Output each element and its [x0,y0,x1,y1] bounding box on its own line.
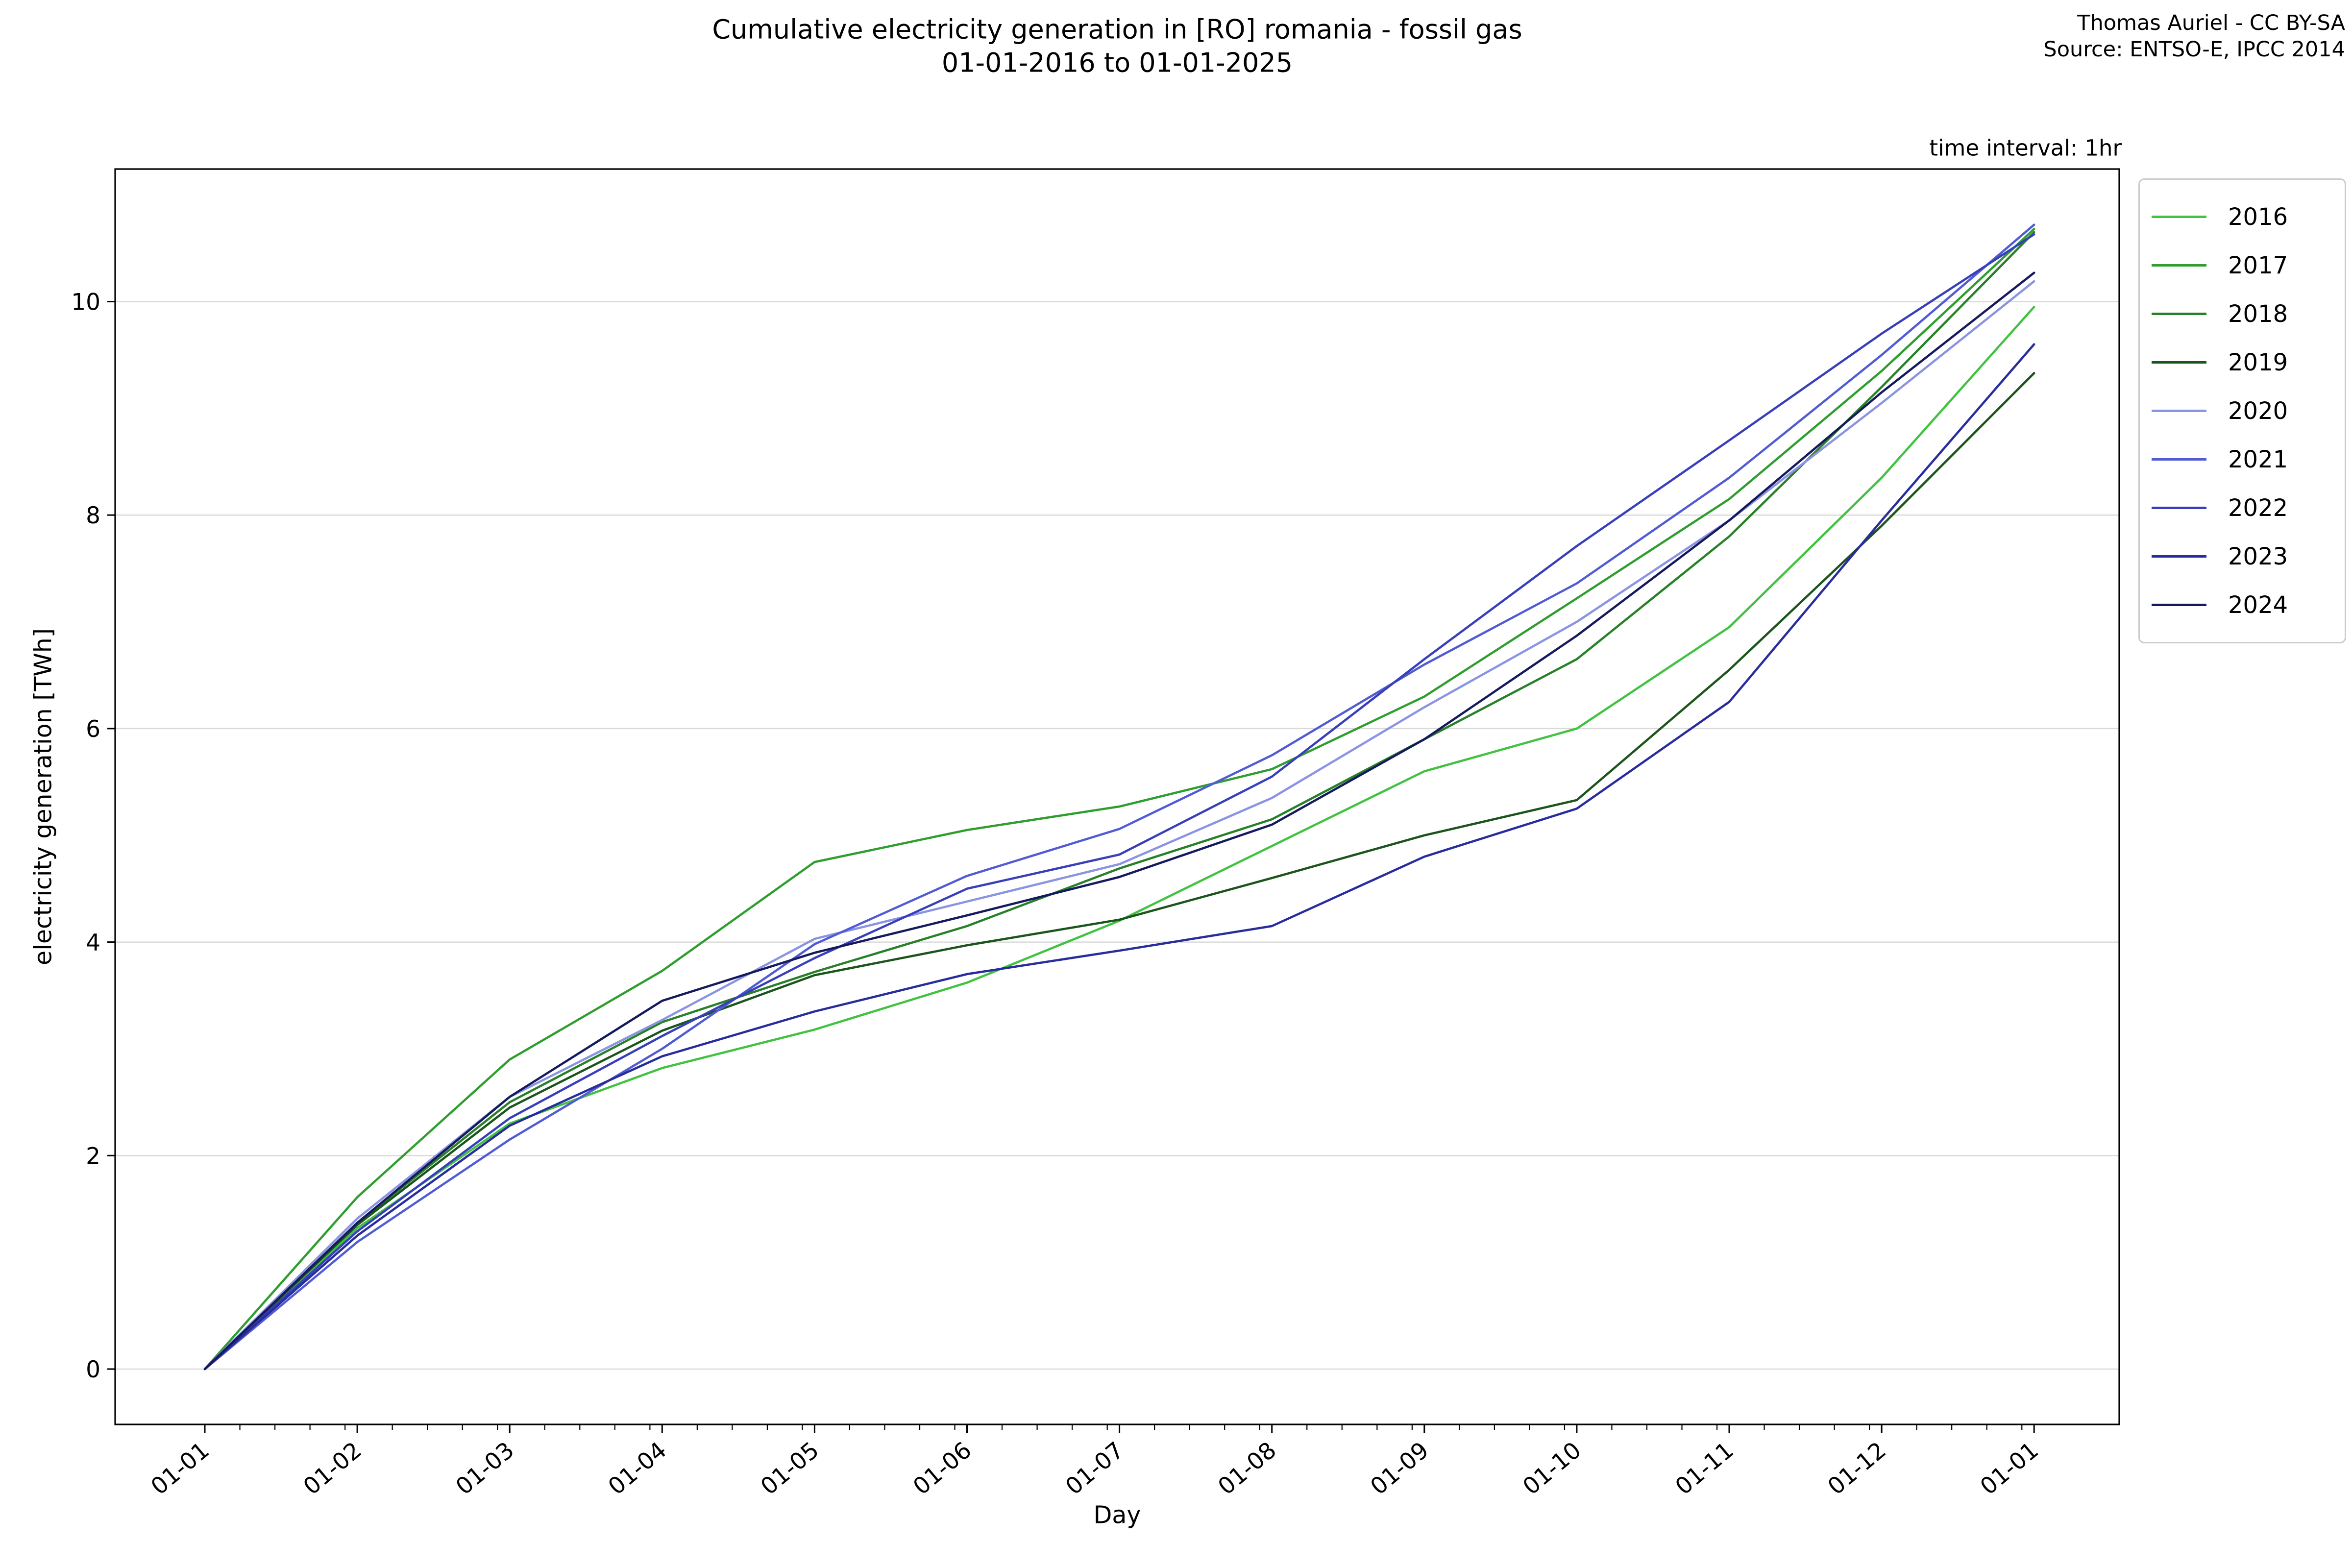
legend-label: 2022 [2228,494,2288,522]
legend-line-sample [2152,410,2206,412]
legend-line-sample [2152,361,2206,364]
chart-title-line1: Cumulative electricity generation in [RO… [712,14,1522,45]
y-tick-label: 0 [86,1356,100,1383]
chart-title-line2: 01-01-2016 to 01-01-2025 [941,47,1293,78]
y-tick-label: 6 [86,716,100,743]
series-line-2022 [203,233,2035,1371]
legend-line-sample [2152,216,2206,218]
x-tick-label: 01-08 [1213,1437,1281,1500]
legend-line-sample [2152,313,2206,315]
x-tick-label: 01-05 [756,1437,824,1500]
y-tick-label: 2 [86,1143,100,1170]
x-tick-label: 01-07 [1060,1437,1129,1500]
x-tick-label: 01-02 [298,1437,367,1500]
x-tick-label: 01-12 [1823,1437,1891,1500]
series-line-2017 [203,228,2035,1371]
legend-label: 2024 [2228,591,2288,619]
x-tick-label: 01-06 [908,1437,977,1500]
x-tick-label: 01-01 [146,1437,215,1500]
credit-author: Thomas Auriel - CC BY-SA [2077,11,2345,35]
legend-item-2024: 2024 [2152,581,2335,629]
legend: 2016 2017 2018 2019 2020 2021 2022 2023 2024 [2138,178,2346,643]
x-tick-label: 01-09 [1366,1437,1434,1500]
series-line-2020 [203,280,2035,1371]
legend-item-2016: 2016 [2152,193,2335,241]
legend-item-2022: 2022 [2152,484,2335,532]
legend-line-sample [2152,555,2206,558]
series-line-2024 [203,271,2035,1371]
legend-label: 2018 [2228,300,2288,328]
legend-label: 2020 [2228,397,2288,425]
series-line-2016 [203,306,2035,1371]
series-line-2021 [203,223,2035,1371]
legend-line-sample [2152,458,2206,461]
legend-item-2023: 2023 [2152,532,2335,581]
x-tick-label: 01-01 [1975,1437,2044,1500]
x-axis-label: Day [1093,1501,1141,1529]
x-tick-label: 01-04 [603,1437,672,1500]
legend-label: 2016 [2228,203,2288,231]
y-tick-label: 4 [86,930,100,956]
legend-label: 2017 [2228,251,2288,279]
series-line-2018 [203,231,2035,1371]
x-tick-label: 01-11 [1670,1437,1739,1500]
credit-source: Source: ENTSO-E, IPCC 2014 [2043,37,2345,62]
legend-item-2020: 2020 [2152,387,2335,435]
legend-label: 2019 [2228,348,2288,376]
legend-line-sample [2152,507,2206,509]
legend-line-sample [2152,264,2206,267]
y-tick-label: 8 [86,502,100,529]
legend-item-2021: 2021 [2152,435,2335,484]
y-tick-label: 10 [71,289,100,316]
series-line-2019 [203,372,2035,1371]
legend-label: 2021 [2228,445,2288,473]
legend-item-2018: 2018 [2152,290,2335,338]
plot-border [114,168,2120,1425]
legend-label: 2023 [2228,542,2288,570]
x-tick-label: 01-03 [451,1437,519,1500]
series-line-2023 [203,343,2035,1371]
legend-item-2017: 2017 [2152,241,2335,290]
y-axis-label: electricity generation [TWh] [29,628,57,965]
legend-item-2019: 2019 [2152,338,2335,387]
x-tick-label: 01-10 [1518,1437,1587,1500]
time-interval-note: time interval: 1hr [1929,135,2122,161]
legend-line-sample [2152,604,2206,606]
